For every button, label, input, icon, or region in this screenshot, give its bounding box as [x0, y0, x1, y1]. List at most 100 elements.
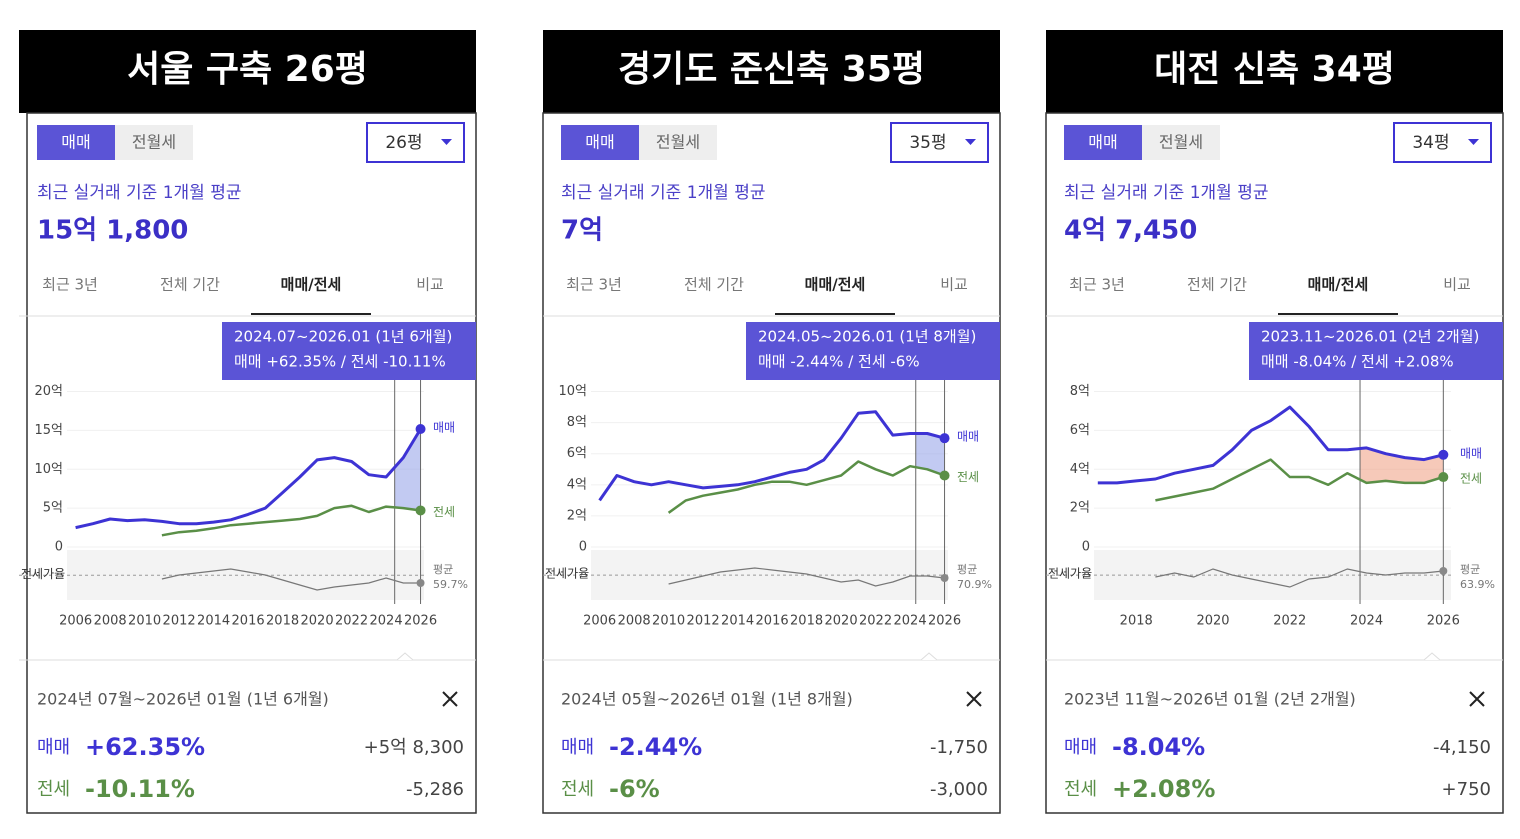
dropdown-arrow: [965, 139, 976, 145]
period-tab[interactable]: 최근 3년: [42, 276, 98, 294]
x-tick-label: 2016: [756, 614, 789, 629]
ratio-band: [591, 550, 948, 600]
size-select[interactable]: [890, 122, 989, 163]
toggle-inactive[interactable]: [115, 125, 193, 160]
detail-row-label: 매매: [1064, 737, 1097, 758]
x-tick-label: 2020: [301, 614, 334, 629]
ratio-label: 전세가율: [21, 567, 65, 581]
period-tab[interactable]: 비교: [940, 276, 968, 294]
period-tab[interactable]: 매매/전세: [281, 276, 342, 294]
detail-row-pct: -2.44%: [609, 733, 702, 761]
close-button[interactable]: [1469, 691, 1485, 707]
period-tab[interactable]: 전체 기간: [684, 276, 744, 294]
size-select-label: 26평: [385, 133, 422, 153]
ratio-label: 전세가율: [545, 567, 589, 581]
x-tick-label: 2018: [790, 614, 823, 629]
toggle-active[interactable]: [37, 125, 115, 160]
tooltip-range: 2024.07~2026.01 (1년 6개월): [234, 328, 452, 346]
ratio-end-dot: [416, 579, 425, 587]
detail-row-diff: +5억 8,300: [364, 737, 464, 758]
y-tick-label: 10억: [34, 462, 63, 477]
period-tab[interactable]: 비교: [1443, 276, 1471, 294]
y-tick-label: 4억: [1070, 462, 1090, 477]
ratio-label: 전세가율: [1048, 567, 1092, 581]
series-line: [75, 428, 422, 530]
detail-row-label: 전세: [561, 779, 594, 800]
period-tab[interactable]: 비교: [416, 276, 444, 294]
y-tick-label: 0: [55, 540, 63, 555]
divider-notch: [920, 652, 938, 661]
period-tab[interactable]: 매매/전세: [805, 276, 866, 294]
period-tab[interactable]: 최근 3년: [566, 276, 622, 294]
panel-heading: 서울 구축 26평: [127, 49, 368, 90]
close-button[interactable]: [966, 691, 982, 707]
summary-value: 7억: [561, 216, 603, 246]
dropdown-arrow: [1468, 139, 1479, 145]
detail-row-label: 전세: [37, 779, 70, 800]
toggle-active[interactable]: [1064, 125, 1142, 160]
series-line: [1155, 458, 1444, 502]
series-line: [161, 504, 421, 537]
ratio-avg-name: 평균: [957, 563, 977, 576]
x-tick-label: 2014: [197, 614, 230, 629]
series-end-label: 매매: [433, 421, 455, 435]
period-tab[interactable]: 매매/전세: [1308, 276, 1369, 294]
x-tick-label: 2024: [1350, 614, 1383, 629]
y-tick-label: 2억: [567, 508, 587, 523]
x-tick-label: 2016: [232, 614, 265, 629]
x-tick-label: 2022: [1273, 614, 1306, 629]
toggle-inactive[interactable]: [1142, 125, 1220, 160]
toggle-inactive[interactable]: [639, 125, 717, 160]
ratio-end-dot: [1439, 567, 1448, 575]
period-tab[interactable]: 최근 3년: [1069, 276, 1125, 294]
detail-row-pct: -8.04%: [1112, 733, 1205, 761]
toggle-label: 매매: [61, 133, 90, 152]
x-tick-label: 2022: [859, 614, 892, 629]
ratio-end-dot: [940, 574, 949, 582]
x-tick-label: 2026: [404, 614, 437, 629]
period-tab[interactable]: 전체 기간: [160, 276, 220, 294]
detail-period: 2024년 05월~2026년 01월 (1년 8개월): [561, 690, 853, 709]
panel-header: [543, 30, 1000, 113]
y-tick-label: 15억: [34, 423, 63, 438]
y-tick-label: 2억: [1070, 501, 1090, 516]
y-tick-label: 0: [1082, 540, 1090, 555]
toggle-active[interactable]: [561, 125, 639, 160]
series-line: [1097, 405, 1444, 485]
x-tick-label: 2026: [928, 614, 961, 629]
toggle-label: 전월세: [1159, 133, 1203, 152]
detail-row-label: 매매: [561, 737, 594, 758]
y-tick-label: 6억: [567, 446, 587, 461]
y-tick-label: 4억: [567, 477, 587, 492]
series-line: [667, 460, 946, 514]
period-tab[interactable]: 전체 기간: [1187, 276, 1247, 294]
summary-value: 15억 1,800: [37, 216, 188, 246]
close-button[interactable]: [442, 691, 458, 707]
series-end-dot: [1438, 449, 1449, 460]
panel-heading: 대전 신축 34평: [1154, 49, 1395, 90]
detail-row-diff: +750: [1442, 779, 1491, 800]
divider-notch: [396, 652, 414, 661]
x-tick-label: 2012: [163, 614, 196, 629]
ratio-band: [67, 550, 424, 600]
y-tick-label: 0: [579, 540, 587, 555]
size-select-label: 34평: [1412, 133, 1449, 153]
detail-row-pct: +62.35%: [85, 733, 205, 761]
x-tick-label: 2024: [370, 614, 403, 629]
series-end-label: 매매: [957, 430, 979, 444]
series-end-dot: [939, 470, 950, 481]
y-tick-label: 6억: [1070, 423, 1090, 438]
detail-row-label: 전세: [1064, 779, 1097, 800]
detail-row-diff: -5,286: [406, 779, 464, 800]
x-tick-label: 2010: [128, 614, 161, 629]
series-end-label: 전세: [957, 470, 979, 484]
x-tick-label: 2020: [1196, 614, 1229, 629]
panel-header: [19, 30, 476, 113]
x-tick-label: 2026: [1427, 614, 1460, 629]
divider-notch: [1423, 652, 1441, 661]
panel-header: [1046, 30, 1503, 113]
detail-row-label: 매매: [37, 737, 70, 758]
panel-body: [26, 112, 477, 814]
toggle-label: 전월세: [132, 133, 176, 152]
